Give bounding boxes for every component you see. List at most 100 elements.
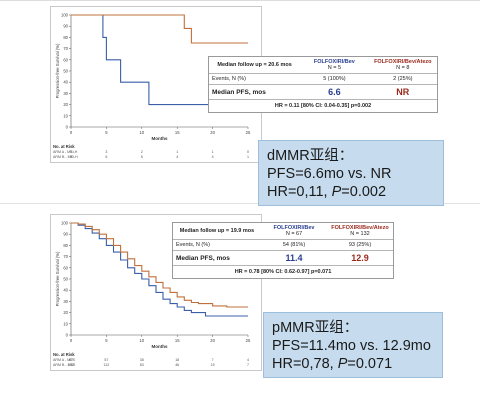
callout-title: dMMR亚组： — [267, 148, 354, 164]
risk-row-value: 5 — [70, 150, 72, 154]
y-tick-label: 70 — [63, 254, 68, 259]
arm-a-name: FOLFOXIRI/Bev — [313, 59, 355, 65]
x-tick-label: 20 — [210, 338, 215, 343]
risk-row-label: ARM B - MSS — [53, 363, 76, 367]
pfs-label: Median PFS, mos — [209, 84, 301, 100]
arm-b-name: FOLFOXIRI/Bev/Atezo — [331, 225, 389, 231]
y-tick-label: 40 — [63, 80, 68, 85]
callout-p-symbol: P — [337, 356, 348, 372]
y-axis-label: Progression-free Survival (%) — [55, 43, 60, 98]
callout-pfs: PFS=6.6mo vs. NR — [267, 166, 392, 182]
events-b: 93 (25%) — [327, 239, 393, 251]
risk-row-value: 1 — [212, 150, 214, 154]
risk-row-value: 6 — [105, 155, 107, 159]
callout-pfs: PFS=11.4mo vs. 12.9mo — [272, 338, 431, 354]
y-tick-label: 80 — [63, 35, 68, 40]
y-tick-label: 70 — [63, 46, 68, 51]
events-a: 5 (100%) — [300, 73, 369, 85]
risk-row-value: 0 — [247, 150, 249, 154]
risk-row-label: ARM A - MSS — [53, 358, 76, 362]
y-tick-label: 50 — [63, 277, 68, 282]
risk-row-value: 132 — [68, 363, 74, 367]
km-curve-folfoxiri-bev — [71, 14, 248, 106]
arm-a-n: N = 67 — [285, 231, 303, 237]
y-tick-label: 90 — [63, 24, 68, 29]
risk-row-value: 18 — [175, 358, 179, 362]
y-tick-label: 10 — [63, 113, 68, 118]
x-tick-label: 15 — [175, 338, 180, 343]
y-tick-label: 0 — [66, 125, 69, 130]
x-tick-label: 0 — [70, 130, 73, 135]
followup-label: Median follow up = 19.9 mos — [173, 223, 261, 240]
y-tick-label: 60 — [63, 265, 68, 270]
callout-hr: HR=0,78, P=0.071 — [272, 355, 434, 373]
risk-row-value: 7 — [212, 358, 214, 362]
risk-row-value: 46 — [175, 363, 179, 367]
x-tick-label: 0 — [70, 338, 73, 343]
km-chart-pmmr: 0 10 20 30 40 50 60 70 80 90 100 0 5 10 15 20 25 Progress… — [53, 221, 251, 368]
x-tick-label: 5 — [105, 130, 108, 135]
arm-b-n: N = 8 — [396, 65, 410, 71]
risk-row-value: 112 — [104, 363, 110, 367]
risk-row-label: ARM A - MSI-H — [53, 150, 78, 154]
risk-row-value: 1 — [247, 155, 249, 159]
hr-summary: HR = 0.78 [80% CI: 0.62-0.97] p=0.071 — [234, 269, 332, 275]
risk-row-value: 1 — [176, 150, 178, 154]
callout-p-symbol: P — [331, 184, 342, 200]
y-tick-label: 30 — [63, 299, 68, 304]
slide-top-rule — [0, 0, 480, 1]
risk-row-value: 3 — [105, 150, 107, 154]
events-b: 2 (25%) — [368, 73, 437, 85]
pfs-label: Median PFS, mos — [173, 250, 261, 266]
callout-p-value: =0.002 — [341, 184, 387, 200]
risk-row-value: 5 — [141, 155, 143, 159]
risk-table-title: No. at Risk — [53, 352, 75, 357]
pfs-b: 12.9 — [327, 250, 393, 266]
stat-table-dmmr: Median follow up = 20.6 mos FOLFOXIRI/Be… — [208, 56, 438, 113]
risk-row-value: 2 — [141, 150, 143, 154]
risk-row-value: 8 — [70, 155, 72, 159]
risk-table-title: No. at Risk — [53, 144, 75, 149]
risk-row-value: 67 — [69, 358, 73, 362]
x-axis-label: Months — [152, 344, 168, 349]
x-tick-label: 25 — [246, 130, 251, 135]
stat-table-pmmr: Median follow up = 19.9 mos FOLFOXIRI/Be… — [172, 222, 394, 279]
pfs-a: 6.6 — [300, 84, 369, 100]
y-tick-label: 20 — [63, 102, 68, 107]
y-tick-label: 100 — [61, 13, 69, 18]
arm-b-header: FOLFOXIRI/Bev/Atezo N = 8 — [368, 57, 437, 74]
callout-pmmr: pMMR亚组： PFS=11.4mo vs. 12.9mo HR=0,78, P… — [263, 312, 443, 378]
risk-row-value: 38 — [140, 358, 144, 362]
risk-row-value: 57 — [104, 358, 108, 362]
km-curve-folfoxiri-bev-atezo — [71, 14, 248, 44]
risk-row-value: 4 — [247, 358, 249, 362]
y-tick-label: 10 — [63, 321, 68, 326]
pfs-b: NR — [368, 84, 437, 100]
section-divider — [0, 203, 480, 204]
y-axis-label: Progression-free Survival (%) — [55, 251, 60, 306]
y-tick-label: 100 — [61, 221, 69, 226]
arm-a-name: FOLFOXIRI/Bev — [273, 225, 315, 231]
risk-row-value: 83 — [140, 363, 144, 367]
risk-row-value: 15 — [211, 363, 215, 367]
callout-p-value: =0.071 — [347, 356, 393, 372]
x-tick-label: 10 — [139, 130, 144, 135]
x-axis-label: Months — [152, 136, 168, 141]
y-tick-label: 0 — [66, 333, 69, 338]
y-tick-label: 30 — [63, 91, 68, 96]
y-tick-label: 60 — [63, 57, 68, 62]
km-curve-folfoxiri-bev — [71, 222, 248, 317]
callout-title: pMMR亚组： — [272, 320, 359, 336]
hr-summary: HR = 0.11 [80% CI: 0.04-0.35] p=0.002 — [274, 103, 372, 109]
risk-row-value: 4 — [176, 155, 178, 159]
arm-a-n: N = 5 — [327, 65, 342, 71]
x-tick-label: 5 — [105, 338, 108, 343]
x-tick-label: 15 — [175, 130, 180, 135]
y-tick-label: 20 — [63, 310, 68, 315]
callout-dmmr: dMMR亚组： PFS=6.6mo vs. NR HR=0,11, P=0.00… — [258, 140, 444, 206]
y-tick-label: 80 — [63, 243, 68, 248]
arm-b-n: N = 132 — [350, 231, 370, 237]
followup-label: Median follow up = 20.6 mos — [209, 57, 301, 74]
y-tick-label: 90 — [63, 232, 68, 237]
